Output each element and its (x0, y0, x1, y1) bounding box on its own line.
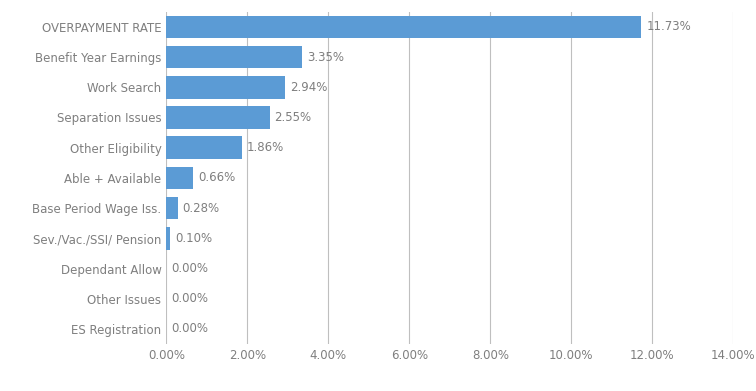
Text: 0.10%: 0.10% (175, 232, 212, 245)
Bar (166, 46, 302, 68)
Bar (166, 76, 285, 99)
Bar (166, 197, 178, 219)
Text: 2.94%: 2.94% (290, 81, 327, 94)
Text: 0.00%: 0.00% (171, 262, 208, 275)
Text: 0.00%: 0.00% (171, 292, 208, 305)
Bar (166, 167, 193, 189)
Text: 0.66%: 0.66% (198, 171, 235, 185)
Bar (166, 16, 641, 38)
Bar (166, 136, 242, 159)
Bar (166, 227, 170, 250)
Text: 3.35%: 3.35% (307, 50, 344, 64)
Bar (166, 106, 270, 129)
Text: 0.28%: 0.28% (182, 202, 220, 215)
Text: 11.73%: 11.73% (646, 20, 691, 33)
Text: 2.55%: 2.55% (274, 111, 311, 124)
Text: 0.00%: 0.00% (171, 323, 208, 335)
Text: 1.86%: 1.86% (246, 141, 284, 154)
